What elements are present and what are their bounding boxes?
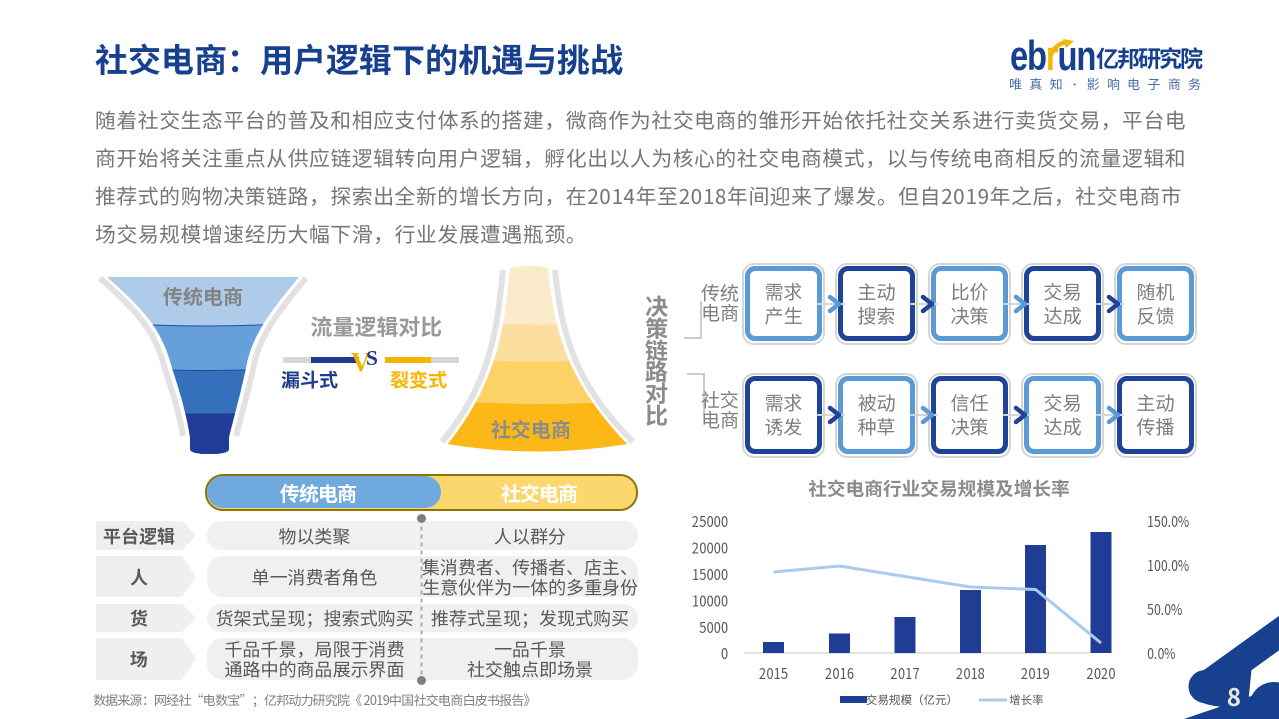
svg-text:2020: 2020 [1087, 662, 1116, 685]
svg-text:5000: 5000 [698, 616, 728, 639]
svg-text:增长率: 增长率 [1009, 692, 1044, 708]
svg-text:0: 0 [721, 642, 728, 665]
svg-text:2015: 2015 [759, 662, 788, 685]
svg-text:2019: 2019 [1021, 662, 1050, 685]
svg-text:8: 8 [1227, 678, 1241, 713]
svg-text:25000: 25000 [692, 510, 728, 533]
svg-text:100.0%: 100.0% [1147, 554, 1190, 576]
svg-text:社交电商行业交易规模及增长率: 社交电商行业交易规模及增长率 [808, 475, 1070, 502]
svg-text:2016: 2016 [825, 662, 854, 685]
svg-text:传统电商: 传统电商 [163, 281, 243, 310]
svg-text:2017: 2017 [891, 662, 920, 685]
svg-text:0.0%: 0.0% [1147, 642, 1177, 664]
svg-text:15000: 15000 [692, 563, 728, 586]
svg-text:10000: 10000 [692, 589, 728, 612]
svg-text:20000: 20000 [692, 536, 728, 559]
svg-text:2018: 2018 [956, 662, 985, 685]
svg-text:150.0%: 150.0% [1147, 510, 1190, 532]
svg-text:交易规模（亿元）: 交易规模（亿元） [866, 692, 958, 708]
svg-text:社交电商: 社交电商 [491, 414, 571, 443]
svg-text:50.0%: 50.0% [1147, 598, 1183, 620]
